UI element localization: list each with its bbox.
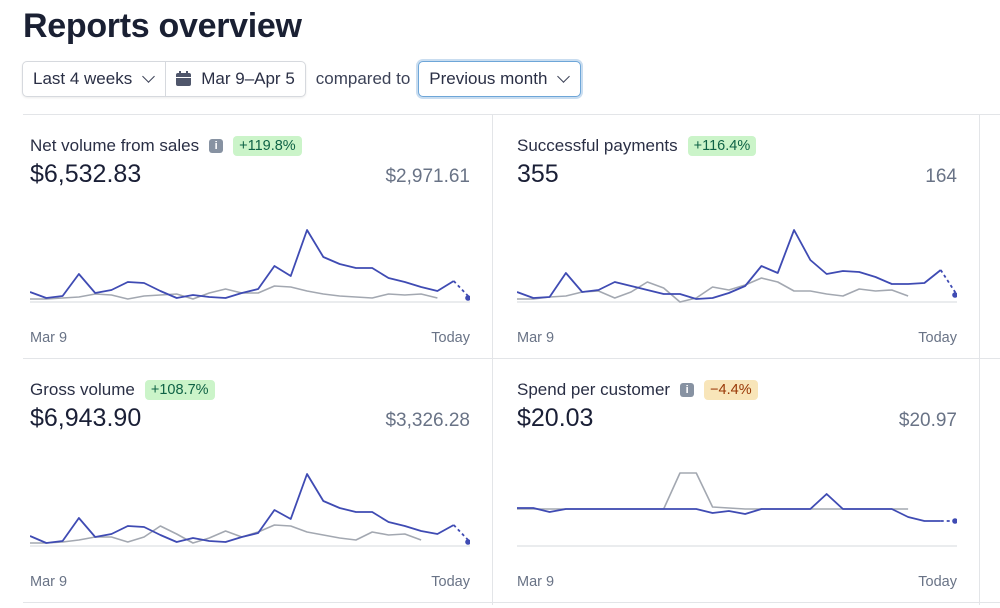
card-title: Gross volume (30, 380, 135, 399)
current-value: $20.03 (517, 404, 594, 432)
card-title: Net volume from sales (30, 136, 200, 155)
date-range-picker[interactable]: Mar 9–Apr 5 (165, 62, 305, 96)
range-preset-label: Last 4 weeks (33, 69, 133, 88)
divider (492, 114, 493, 605)
info-icon[interactable]: i (680, 383, 695, 397)
card-header: Spend per customer i −4.4% (517, 378, 957, 402)
sparkline-chart (517, 472, 957, 547)
metric-card-spend-per-customer[interactable]: Spend per customer i −4.4% $20.03 $20.97… (517, 378, 957, 608)
x-axis-start-label: Mar 9 (30, 330, 68, 346)
date-range-control: Last 4 weeks Mar 9–Apr 5 (22, 61, 306, 97)
current-period-line (517, 229, 942, 300)
divider (979, 114, 980, 605)
current-period-projection (453, 524, 470, 543)
x-axis-end-label: Today (918, 330, 957, 346)
change-badge: +108.7% (144, 380, 215, 400)
latest-point-marker (952, 518, 957, 524)
metric-card-successful-payments[interactable]: Successful payments +116.4% 355 164 Mar … (517, 134, 957, 364)
change-badge: +116.4% (687, 136, 757, 156)
sparkline-chart (30, 229, 470, 303)
x-axis-start-label: Mar 9 (517, 574, 555, 590)
divider (23, 358, 1000, 359)
latest-point-marker (465, 295, 470, 301)
chevron-down-icon (557, 70, 571, 83)
card-header: Net volume from sales i +119.8% (30, 134, 470, 158)
card-header: Successful payments +116.4% (517, 134, 957, 158)
previous-period-line (517, 472, 909, 510)
current-value: 355 (517, 160, 559, 188)
compared-to-label: compared to (315, 69, 411, 88)
current-value: $6,532.83 (30, 160, 142, 188)
card-values: 355 164 (517, 160, 957, 189)
change-badge: −4.4% (704, 380, 758, 400)
card-values: $20.03 $20.97 (517, 404, 957, 433)
current-period-projection (939, 269, 957, 296)
latest-point-marker (952, 292, 957, 298)
divider (23, 114, 1000, 115)
divider (23, 602, 1000, 603)
info-icon[interactable]: i (209, 139, 224, 153)
previous-value: 164 (925, 166, 957, 187)
current-period-projection (453, 280, 470, 299)
previous-period-line (30, 524, 422, 544)
previous-value: $3,326.28 (385, 410, 470, 431)
filter-bar: Last 4 weeks Mar 9–Apr 5 compared to Pre… (22, 61, 582, 97)
metric-card-net-volume[interactable]: Net volume from sales i +119.8% $6,532.8… (30, 134, 470, 364)
card-title: Successful payments (517, 136, 678, 155)
range-preset-dropdown[interactable]: Last 4 weeks (23, 62, 165, 96)
previous-value: $2,971.61 (385, 166, 470, 187)
calendar-icon (176, 70, 192, 86)
current-period-line (30, 473, 455, 544)
card-values: $6,943.90 $3,326.28 (30, 404, 470, 433)
x-axis-end-label: Today (918, 574, 957, 590)
page-title: Reports overview (23, 7, 302, 45)
chevron-down-icon (142, 70, 156, 83)
date-range-label: Mar 9–Apr 5 (201, 69, 295, 88)
current-period-line (517, 493, 941, 522)
card-title: Spend per customer (517, 380, 671, 399)
metric-card-gross-volume[interactable]: Gross volume +108.7% $6,943.90 $3,326.28… (30, 378, 470, 608)
comparison-label: Previous month (429, 69, 548, 88)
current-period-line (30, 229, 455, 299)
x-axis-start-label: Mar 9 (517, 330, 555, 346)
sparkline-chart (30, 473, 470, 547)
card-values: $6,532.83 $2,971.61 (30, 160, 470, 189)
comparison-dropdown[interactable]: Previous month (418, 61, 582, 97)
card-header: Gross volume +108.7% (30, 378, 470, 402)
latest-point-marker (465, 539, 470, 545)
previous-value: $20.97 (898, 410, 957, 431)
x-axis-start-label: Mar 9 (30, 574, 68, 590)
sparkline-chart (517, 229, 957, 303)
change-badge: +119.8% (233, 136, 302, 156)
previous-period-line (30, 285, 438, 300)
current-value: $6,943.90 (30, 404, 142, 432)
x-axis-end-label: Today (431, 330, 470, 346)
x-axis-end-label: Today (431, 574, 470, 590)
